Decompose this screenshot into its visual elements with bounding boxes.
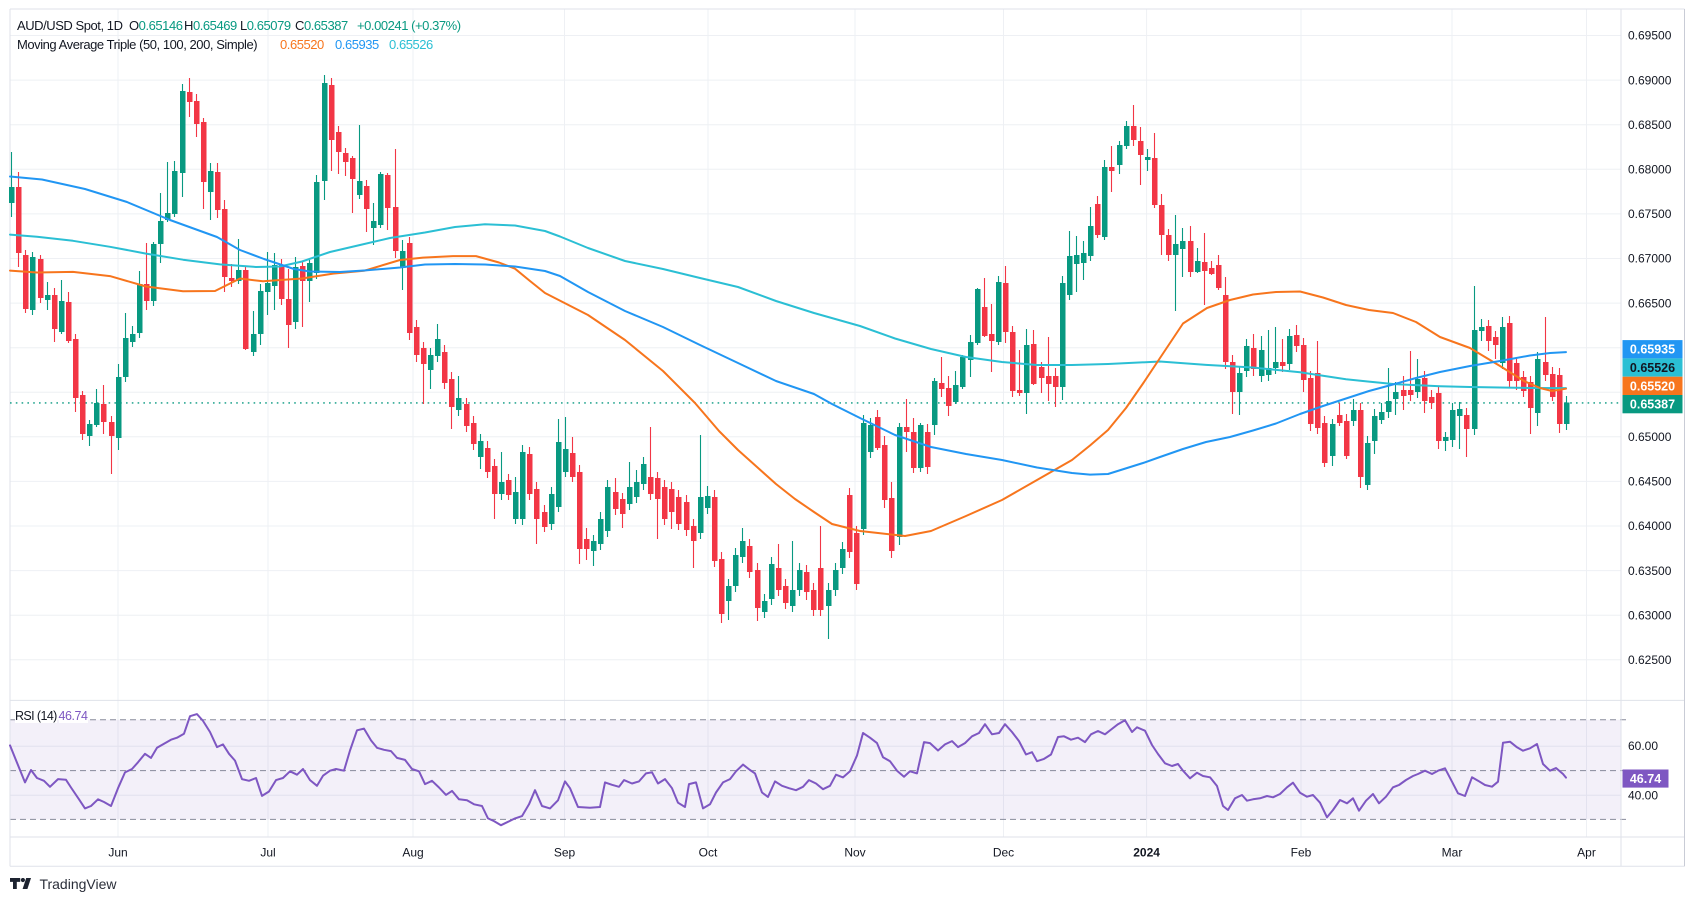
svg-text:Jul: Jul	[260, 846, 275, 860]
svg-text:0.66500: 0.66500	[1628, 296, 1672, 310]
svg-text:0.65000: 0.65000	[1628, 430, 1672, 444]
svg-text:0.67000: 0.67000	[1628, 252, 1672, 266]
svg-text:Oct: Oct	[699, 846, 718, 860]
svg-text:Dec: Dec	[993, 846, 1014, 860]
svg-text:0.64000: 0.64000	[1628, 519, 1672, 533]
svg-text:0.64500: 0.64500	[1628, 475, 1672, 489]
svg-text:40.00: 40.00	[1628, 788, 1658, 802]
svg-text:0.67500: 0.67500	[1628, 207, 1672, 221]
svg-text:Apr: Apr	[1577, 846, 1596, 860]
svg-text:Sep: Sep	[554, 846, 576, 860]
svg-text:0.62500: 0.62500	[1628, 653, 1672, 667]
svg-text:0.63500: 0.63500	[1628, 564, 1672, 578]
svg-text:0.68000: 0.68000	[1628, 163, 1672, 177]
svg-text:Mar: Mar	[1442, 846, 1463, 860]
svg-text:0.69000: 0.69000	[1628, 73, 1672, 87]
svg-text:0.65935: 0.65935	[1630, 343, 1675, 357]
svg-text:Aug: Aug	[402, 846, 423, 860]
svg-text:0.65520: 0.65520	[1630, 379, 1675, 393]
svg-text:46.74: 46.74	[1630, 772, 1661, 786]
svg-text:2024: 2024	[1133, 846, 1160, 860]
svg-text:60.00: 60.00	[1628, 739, 1658, 753]
svg-text:0.63000: 0.63000	[1628, 608, 1672, 622]
svg-text:0.69500: 0.69500	[1628, 29, 1672, 43]
svg-text:Jun: Jun	[108, 846, 127, 860]
svg-text:Nov: Nov	[844, 846, 865, 860]
svg-text:0.65387: 0.65387	[1630, 398, 1675, 412]
svg-text:0.68500: 0.68500	[1628, 118, 1672, 132]
svg-text:Feb: Feb	[1291, 846, 1312, 860]
svg-text:0.65526: 0.65526	[1630, 361, 1675, 375]
